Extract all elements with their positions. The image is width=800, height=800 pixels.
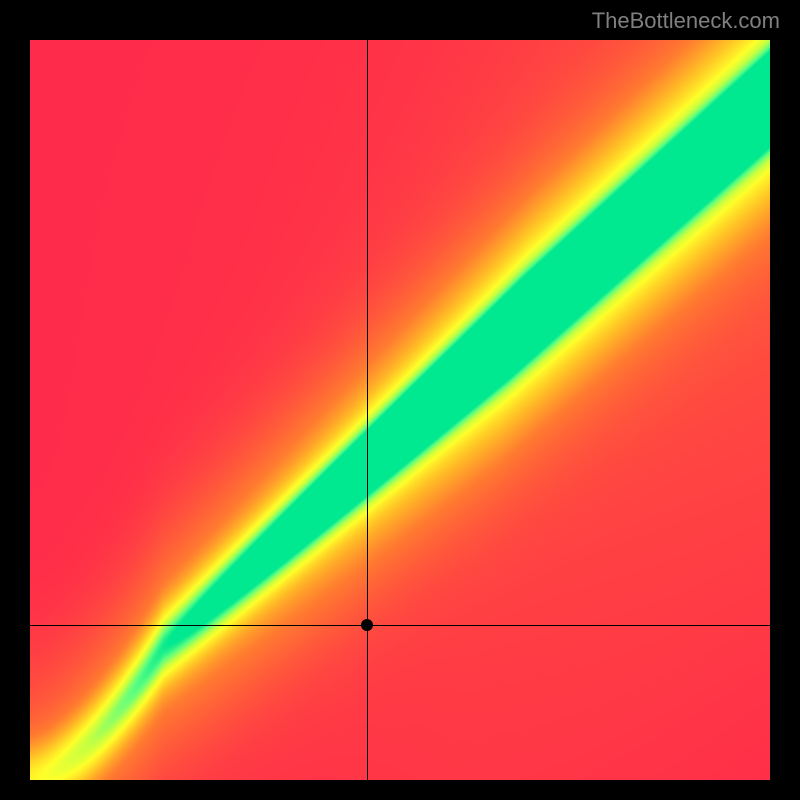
- heatmap-canvas: [30, 40, 770, 780]
- crosshair-horizontal: [30, 625, 770, 626]
- selection-marker: [361, 619, 373, 631]
- bottleneck-heatmap: [30, 40, 770, 780]
- attribution-text: TheBottleneck.com: [592, 8, 780, 34]
- crosshair-vertical: [367, 40, 368, 780]
